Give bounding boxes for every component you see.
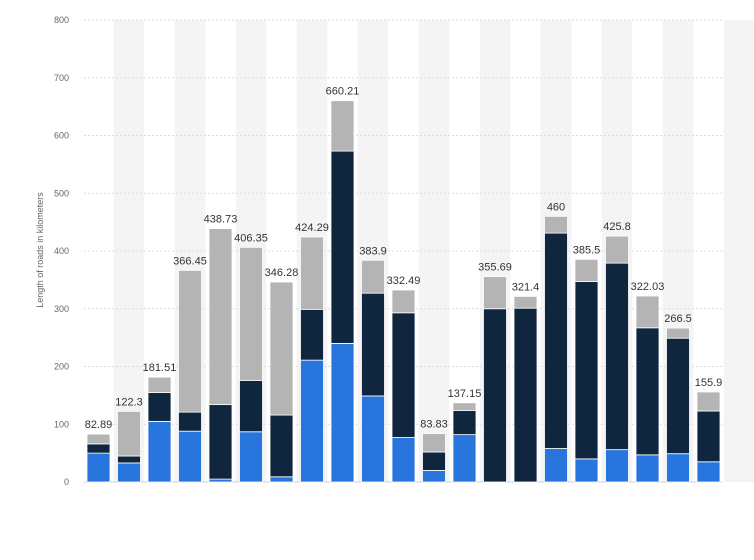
total-label: 383.9 bbox=[359, 245, 387, 257]
bar-segment-1 bbox=[422, 470, 446, 483]
bar-segment-2 bbox=[635, 327, 660, 456]
bar-segment-2 bbox=[269, 414, 294, 478]
bar-segment-2 bbox=[117, 455, 141, 464]
bar-segment-2 bbox=[483, 308, 507, 483]
bar-segment-3 bbox=[300, 236, 324, 310]
y-tick-label: 0 bbox=[64, 477, 69, 487]
y-tick-label: 700 bbox=[54, 73, 69, 83]
bar-segment-3 bbox=[666, 327, 690, 339]
total-label: 425.8 bbox=[603, 221, 631, 233]
bar-segment-2 bbox=[452, 409, 477, 436]
bar-segment-3 bbox=[178, 269, 202, 413]
bar-segment-3 bbox=[605, 235, 629, 264]
bars bbox=[86, 100, 721, 483]
total-label: 346.28 bbox=[265, 267, 299, 279]
total-label: 460 bbox=[547, 201, 565, 213]
bar-segment-3 bbox=[269, 281, 294, 416]
bar-segment-2 bbox=[208, 404, 233, 480]
total-label: 385.5 bbox=[573, 244, 601, 256]
bar-segment-2 bbox=[513, 307, 538, 483]
bar-segment-2 bbox=[147, 392, 172, 422]
total-label: 83.83 bbox=[420, 419, 448, 431]
bar-segment-2 bbox=[86, 443, 111, 454]
bar-segment-2 bbox=[422, 451, 446, 471]
bar-segment-3 bbox=[330, 100, 355, 152]
total-label: 355.69 bbox=[478, 262, 512, 274]
bar-segment-3 bbox=[696, 391, 721, 412]
bar-segment-3 bbox=[239, 246, 263, 381]
column-band bbox=[723, 20, 754, 482]
bar-segment-3 bbox=[391, 289, 416, 314]
bar-segment-1 bbox=[178, 430, 202, 483]
bar-segment-1 bbox=[452, 434, 477, 483]
bar-segment-2 bbox=[666, 337, 690, 455]
bar-segment-2 bbox=[361, 292, 385, 397]
bar-segment-1 bbox=[574, 458, 599, 483]
total-label: 366.45 bbox=[173, 255, 207, 267]
bar-segment-3 bbox=[147, 376, 172, 393]
bar-segment-3 bbox=[422, 433, 446, 453]
bar-segment-2 bbox=[300, 308, 324, 361]
bar-segment-1 bbox=[147, 420, 172, 483]
y-tick-label: 500 bbox=[54, 188, 69, 198]
bar-segment-2 bbox=[178, 411, 202, 432]
bar-segment-1 bbox=[391, 437, 416, 483]
bar-segment-2 bbox=[605, 262, 629, 451]
total-label: 332.49 bbox=[387, 275, 421, 287]
y-axis-ticks: 0 100 200 300 400 500 600 700 800 bbox=[54, 15, 69, 487]
total-label: 322.03 bbox=[631, 281, 665, 293]
total-label: 137.15 bbox=[448, 388, 482, 400]
total-label: 122.3 bbox=[115, 396, 143, 408]
y-tick-label: 800 bbox=[54, 15, 69, 25]
total-label: 438.73 bbox=[204, 214, 238, 226]
bar-segment-2 bbox=[544, 232, 568, 449]
bar-segment-1 bbox=[635, 454, 660, 483]
bar-segment-1 bbox=[208, 478, 233, 483]
bar-segment-2 bbox=[391, 312, 416, 438]
total-label: 406.35 bbox=[234, 232, 268, 244]
bar-segment-1 bbox=[361, 395, 385, 483]
bar-segment-1 bbox=[239, 431, 263, 483]
y-tick-label: 600 bbox=[54, 131, 69, 141]
total-label: 82.89 bbox=[85, 419, 113, 431]
bar-segment-3 bbox=[117, 410, 141, 457]
bar-segment-2 bbox=[239, 379, 263, 433]
bar-segment-1 bbox=[86, 452, 111, 483]
bar-segment-3 bbox=[361, 259, 385, 294]
bar-segment-1 bbox=[605, 449, 629, 483]
y-axis-title: Length of roads in kilometers bbox=[35, 192, 45, 308]
bar-segment-1 bbox=[330, 342, 355, 483]
bar-segment-3 bbox=[513, 295, 538, 309]
bar-segment-1 bbox=[696, 461, 721, 483]
bar-segment-2 bbox=[574, 281, 599, 460]
bar-segment-3 bbox=[86, 433, 111, 445]
bar-segment-3 bbox=[635, 295, 660, 329]
bar-segment-2 bbox=[696, 410, 721, 463]
bar-segment-3 bbox=[574, 258, 599, 283]
bar-segment-3 bbox=[452, 402, 477, 411]
bar-segment-2 bbox=[330, 150, 355, 344]
bar-segment-1 bbox=[544, 448, 568, 483]
bar-segment-1 bbox=[300, 359, 324, 483]
total-label: 321.4 bbox=[512, 281, 540, 293]
bar-segment-1 bbox=[117, 462, 141, 483]
bar-segment-1 bbox=[269, 476, 294, 483]
y-tick-label: 400 bbox=[54, 246, 69, 256]
bar-segment-3 bbox=[544, 215, 568, 234]
y-tick-label: 100 bbox=[54, 419, 69, 429]
total-label: 266.5 bbox=[664, 313, 692, 325]
bar-segment-1 bbox=[666, 453, 690, 483]
bar-segment-3 bbox=[208, 228, 233, 406]
y-tick-label: 200 bbox=[54, 362, 69, 372]
bar-segment-3 bbox=[483, 276, 507, 310]
total-label: 424.29 bbox=[295, 222, 329, 234]
y-tick-label: 300 bbox=[54, 304, 69, 314]
total-label: 660.21 bbox=[326, 86, 360, 98]
total-label: 181.51 bbox=[143, 362, 177, 374]
total-label: 155.9 bbox=[695, 377, 723, 389]
